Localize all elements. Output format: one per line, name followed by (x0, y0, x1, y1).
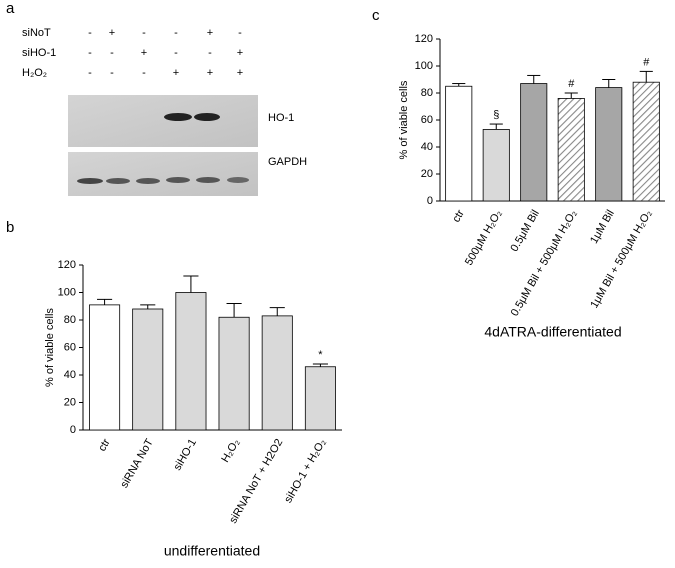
y-tick-label: 40 (421, 141, 433, 153)
panel-label: a (6, 0, 15, 17)
bar (218, 316, 250, 431)
y-tick-label: 20 (64, 396, 76, 408)
x-tick-label: H₂O₂ (219, 437, 242, 465)
band-label: HO-1 (268, 112, 294, 124)
sign: - (110, 67, 114, 79)
x-tick-label: siRNA NoT (118, 437, 156, 490)
y-tick-label: 40 (64, 369, 76, 381)
row-label: siNoT (22, 27, 51, 39)
x-tick-label: 0.5μM Bil + 500μM H₂O₂ (509, 208, 580, 318)
sign: - (174, 27, 178, 39)
bar-annotation: * (318, 349, 323, 361)
sign: - (208, 47, 212, 59)
x-tick-label: 1μM Bil (588, 208, 617, 246)
bar (261, 315, 293, 431)
sign: + (141, 47, 147, 59)
sign: + (109, 27, 115, 39)
bar-annotation: # (568, 78, 575, 90)
blot-band (106, 178, 130, 184)
bar (89, 304, 121, 431)
y-tick-label: 60 (421, 114, 433, 126)
y-tick-label: 80 (64, 314, 76, 326)
sign: - (238, 27, 242, 39)
panel-label: b (6, 219, 14, 236)
blot-band (164, 113, 192, 121)
row-label: siHO-1 (22, 47, 56, 59)
bar (175, 292, 207, 431)
bar-annotation: # (643, 56, 650, 68)
sign: - (88, 67, 92, 79)
y-tick-label: 80 (421, 87, 433, 99)
sign: - (110, 47, 114, 59)
y-tick-label: 0 (70, 424, 76, 436)
y-axis-label: % of viable cells (398, 80, 410, 159)
bar (482, 129, 510, 202)
blot-band (194, 113, 220, 121)
x-tick-label: 0.5μM Bil (508, 208, 541, 254)
sign: + (237, 47, 243, 59)
sign: - (88, 47, 92, 59)
blot-image (68, 152, 258, 196)
bar (595, 87, 623, 202)
x-tick-label: siHO-1 (172, 437, 200, 473)
sign: - (88, 27, 92, 39)
bar (520, 83, 548, 202)
bar-annotation: § (493, 109, 499, 121)
x-tick-label: ctr (450, 208, 467, 225)
bar (304, 366, 336, 431)
y-tick-label: 120 (415, 33, 433, 45)
sign: + (207, 67, 213, 79)
sign: + (237, 67, 243, 79)
blot-band (196, 177, 220, 183)
sign: - (174, 47, 178, 59)
x-tick-label: ctr (96, 437, 113, 454)
y-axis-label: % of viable cells (44, 308, 56, 387)
x-tick-label: siHO-1 + H₂O₂ (282, 437, 328, 505)
caption: undifferentiated (164, 543, 260, 559)
y-tick-label: 60 (64, 341, 76, 353)
row-label: H₂O₂ (22, 67, 47, 79)
blot-band (166, 177, 190, 183)
bar (445, 85, 473, 202)
y-tick-label: 0 (427, 195, 433, 207)
bar (632, 81, 660, 202)
bar (557, 98, 585, 202)
panel-label: c (372, 7, 380, 24)
y-tick-label: 100 (58, 286, 76, 298)
sign: + (207, 27, 213, 39)
blot-band (77, 178, 103, 184)
x-tick-label: 500μM H₂O₂ (463, 208, 504, 268)
y-tick-label: 100 (415, 60, 433, 72)
sign: - (142, 27, 146, 39)
bar (132, 308, 164, 431)
caption: 4dATRA-differentiated (484, 324, 621, 340)
band-label: GAPDH (268, 156, 307, 168)
y-tick-label: 20 (421, 168, 433, 180)
blot-band (227, 177, 249, 183)
blot-image (68, 95, 258, 147)
blot-band (136, 178, 160, 184)
sign: + (173, 67, 179, 79)
sign: - (142, 67, 146, 79)
y-tick-label: 120 (58, 259, 76, 271)
